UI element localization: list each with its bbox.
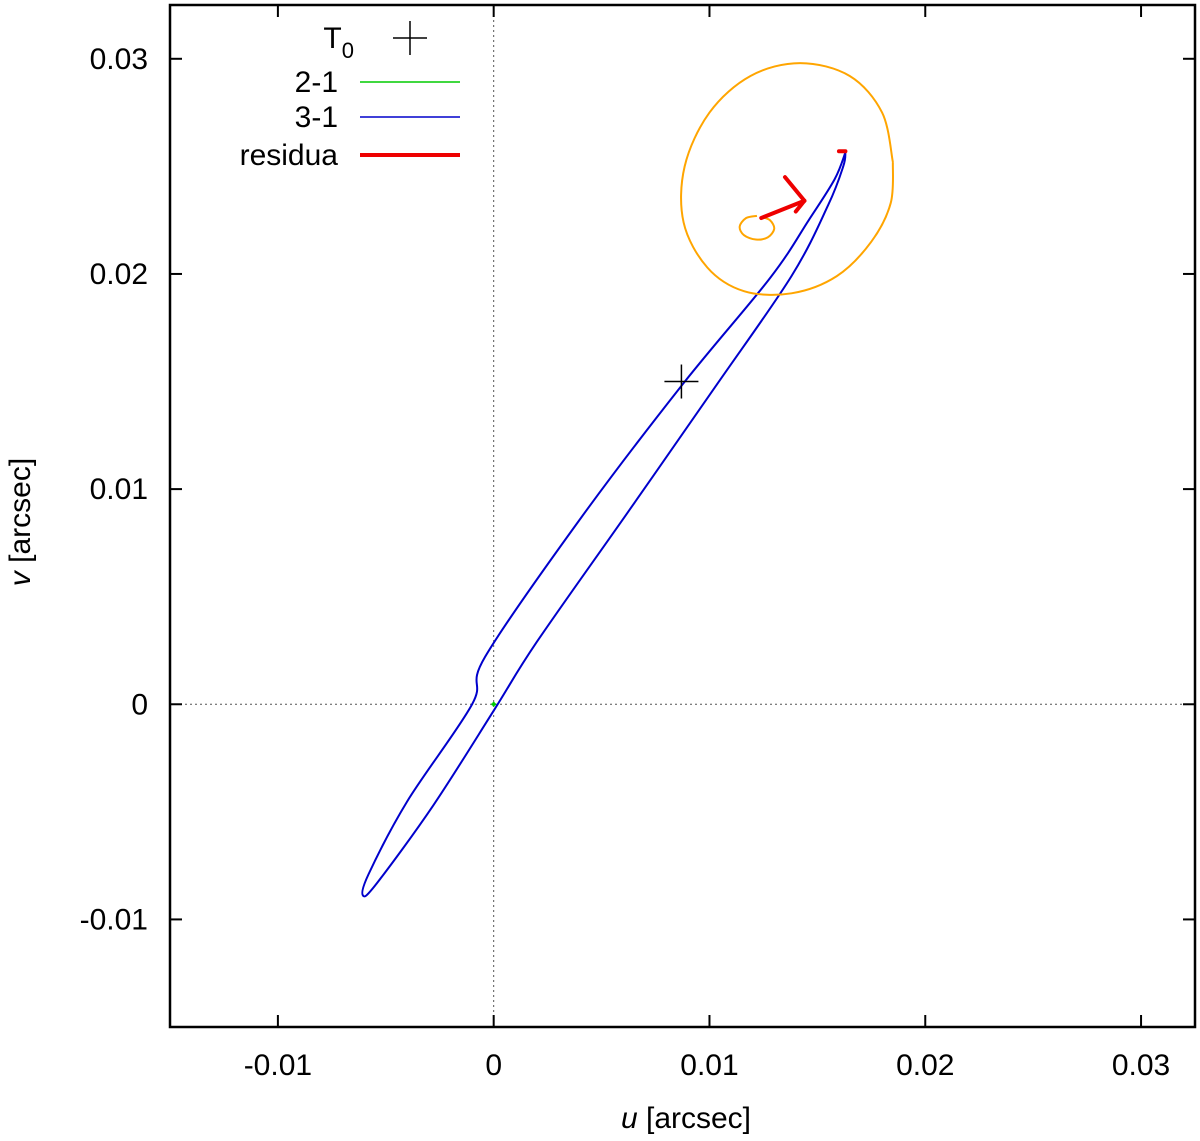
- y-tick-label: 0.02: [90, 258, 148, 291]
- legend-label: residua: [240, 139, 339, 172]
- plot-frame: [168, 3, 1197, 1029]
- legend: T02-13-1 residua: [240, 21, 460, 172]
- residua-segment: [793, 198, 807, 214]
- y-tick-label: -0.01: [80, 903, 148, 936]
- y-tick-label: 0.01: [90, 473, 148, 506]
- y-tick-label: 0.03: [90, 43, 148, 76]
- x-tick-label: -0.01: [244, 1049, 312, 1082]
- series-3-1: [361, 152, 847, 898]
- legend-label: T0: [323, 22, 354, 63]
- residua-segment: [783, 175, 807, 203]
- y-axis-unit: [arcsec]: [4, 458, 37, 571]
- y-axis-label: v [arcsec]: [4, 458, 37, 586]
- t0-marker-layer: [664, 364, 699, 399]
- x-axis-var: u: [621, 1102, 638, 1135]
- y-tick-label: 0: [131, 688, 148, 721]
- zero-lines: [170, 5, 1195, 1027]
- legend-label: 2-1: [295, 66, 338, 99]
- series-orange-inner: [738, 214, 776, 241]
- series-2-1-point: [492, 701, 495, 705]
- x-axis-unit: [arcsec]: [638, 1102, 751, 1135]
- ticks-layer: -0.01 0 0.01 0.02 0.03 -0.01 0 0.01 0.02 0.03: [80, 5, 1195, 1082]
- series-orange-outer: [680, 62, 895, 296]
- x-tick-label: 0.02: [896, 1049, 954, 1082]
- residua-layer: [759, 149, 848, 221]
- x-tick-label: 0: [485, 1049, 502, 1082]
- series-2-1-point: [492, 704, 495, 707]
- x-axis-label: u [arcsec]: [621, 1102, 751, 1135]
- legend-subscript: 0: [342, 38, 354, 63]
- x-tick-label: 0.03: [1112, 1049, 1170, 1082]
- legend-label: 3-1: [295, 101, 338, 134]
- residua-segment: [759, 198, 807, 221]
- x-tick-label: 0.01: [680, 1049, 738, 1082]
- series-layer: [361, 62, 895, 898]
- y-axis-var: v: [4, 569, 37, 586]
